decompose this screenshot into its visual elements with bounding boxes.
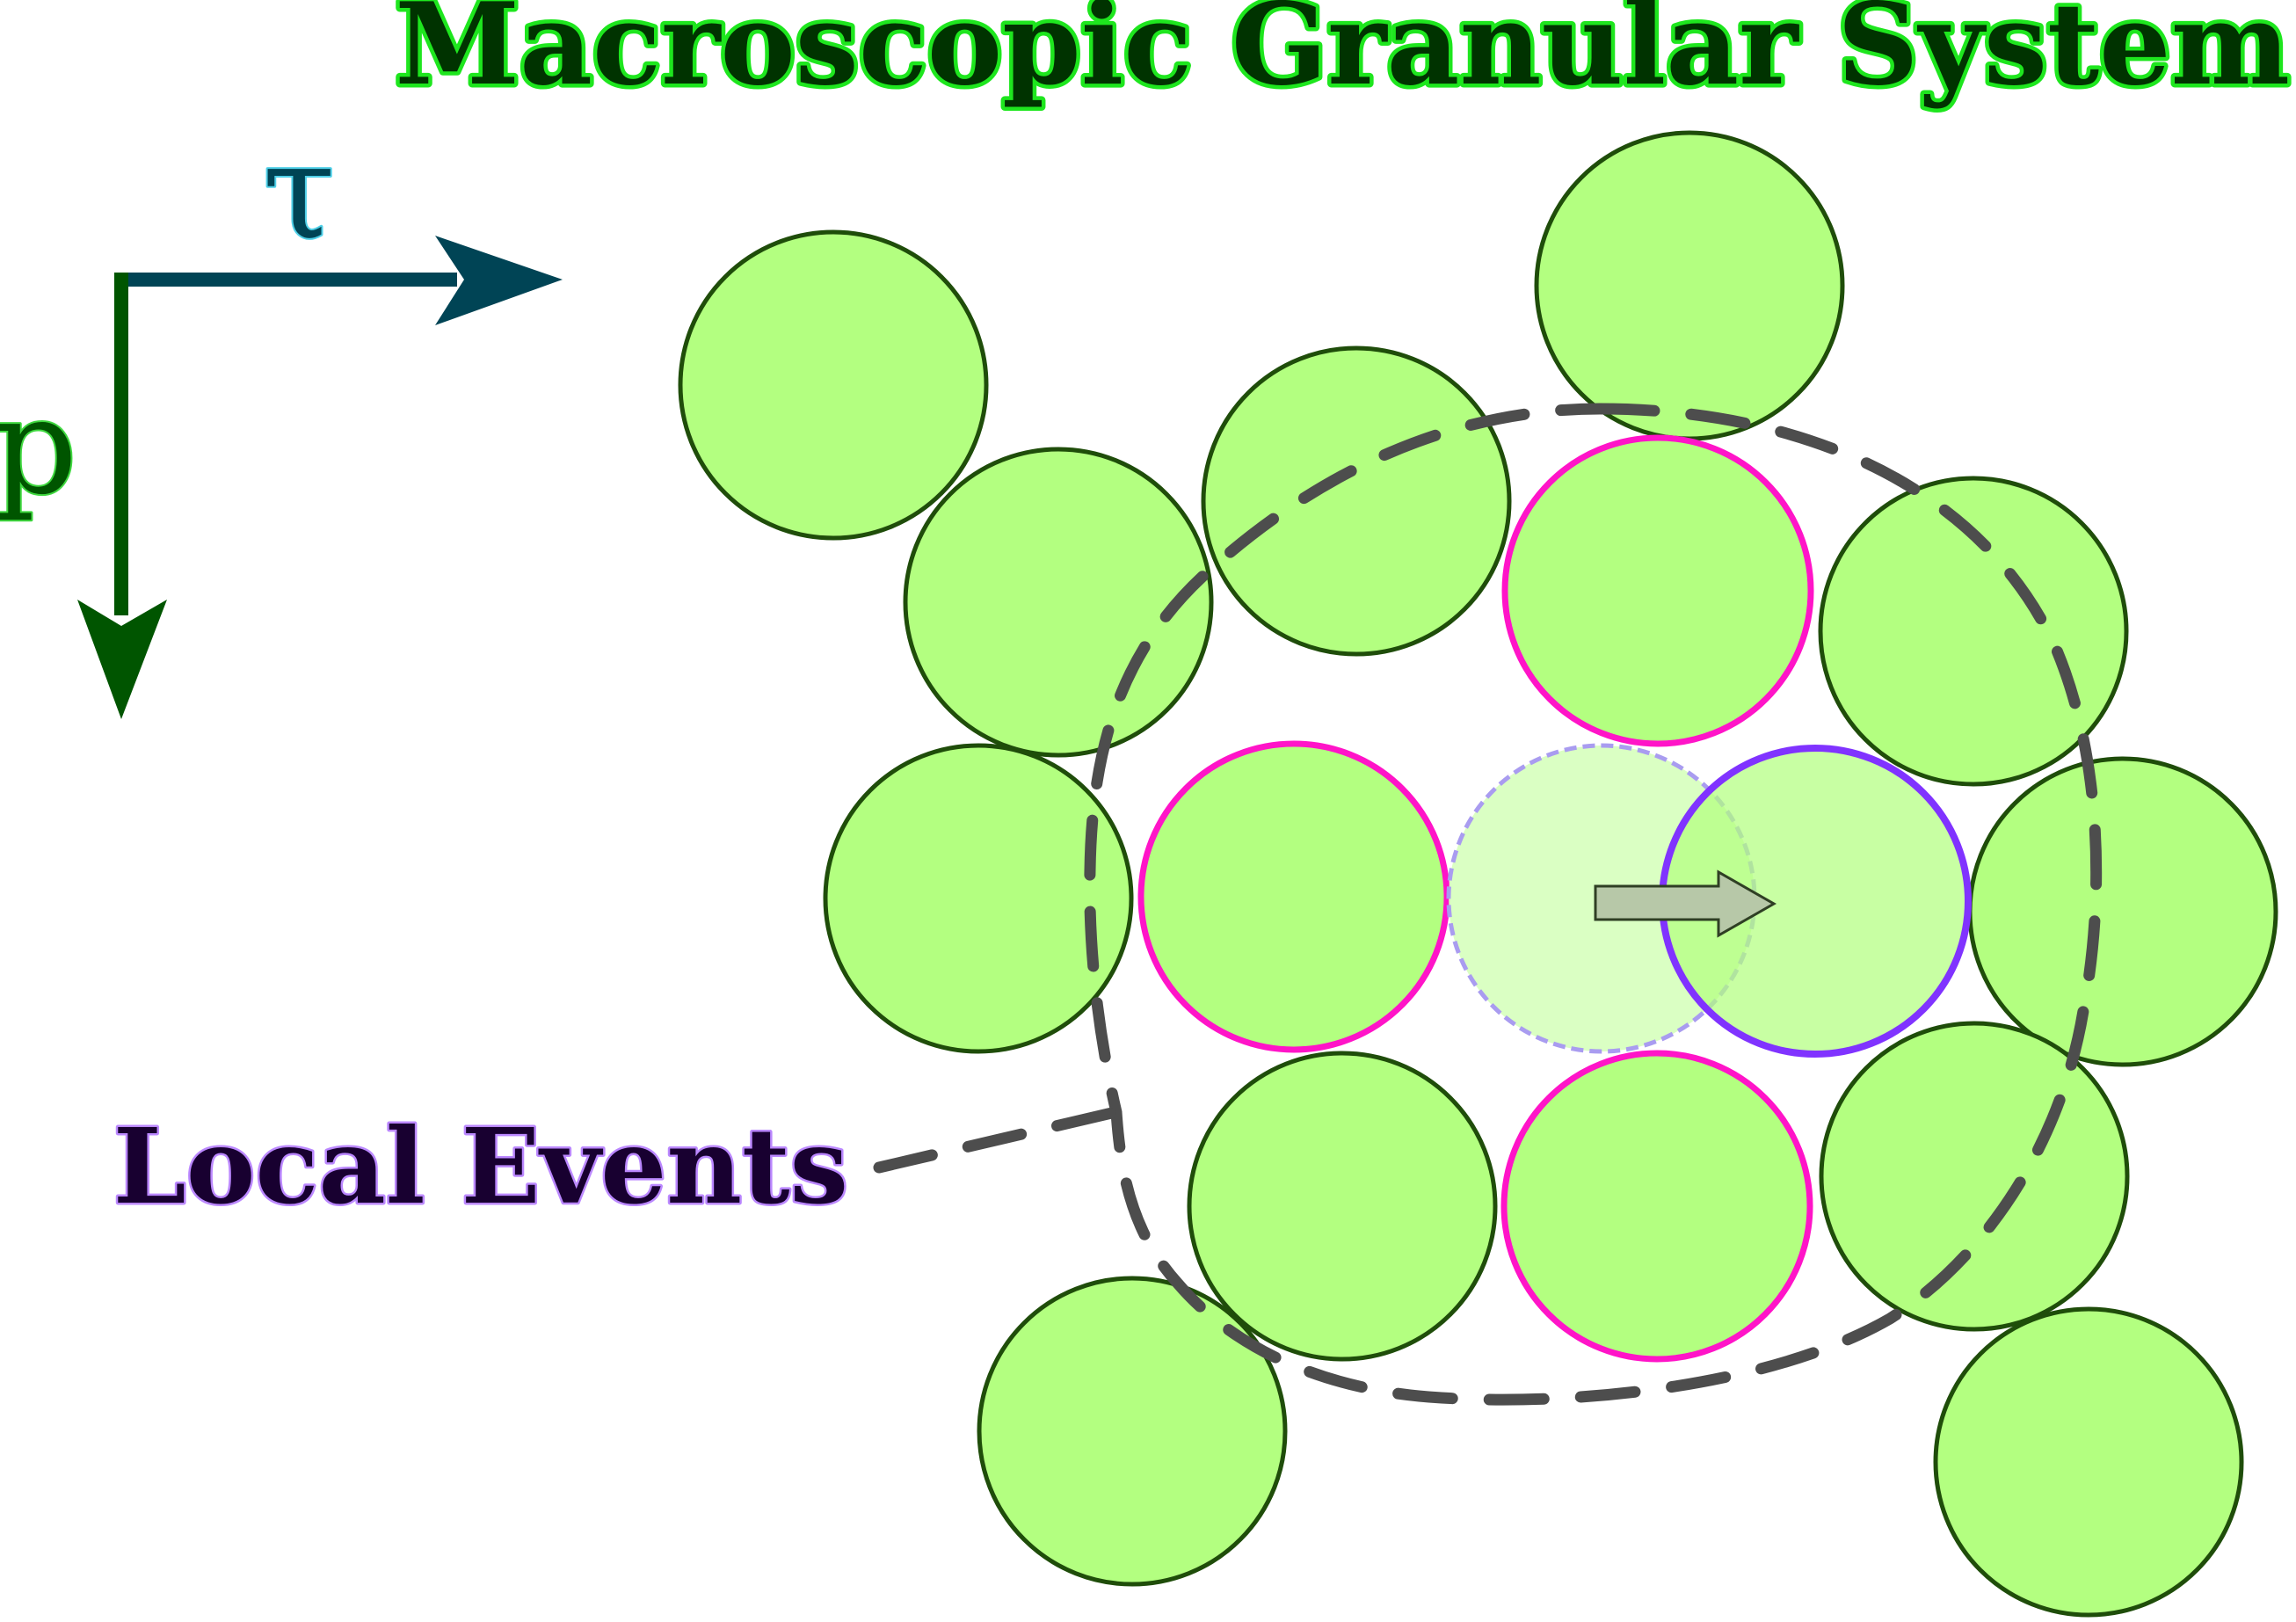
grain: [678, 229, 989, 541]
displacement-arrow: [1594, 869, 1777, 938]
grain: [1967, 756, 2278, 1067]
grain: [1534, 130, 1845, 441]
tau-axis-arrow-head: [435, 236, 563, 325]
axes-indicator: τ p: [0, 114, 563, 719]
p-axis-label: p: [0, 371, 77, 524]
p-axis-arrow-head: [77, 600, 167, 719]
grain: [823, 743, 1134, 1054]
highlighted-grain: [1500, 1050, 1813, 1363]
local-events-label: Local Events: [113, 1105, 848, 1227]
grain: [1818, 476, 2129, 787]
highlighted-grain: [1501, 434, 1814, 747]
grain: [977, 1276, 1288, 1587]
grain: [1819, 1021, 2130, 1332]
local-events-boundary: [1084, 403, 2103, 1406]
tau-axis-label: τ: [263, 116, 336, 269]
highlighted-grain: [1137, 740, 1450, 1053]
grain: [1187, 1051, 1498, 1362]
grain: [903, 447, 1214, 758]
local-events-leader-line: [873, 1103, 1133, 1174]
diagram-title: Macroscopic Granular System: [395, 0, 2290, 111]
grain-layer: [678, 130, 2278, 1618]
grain: [1933, 1306, 2244, 1618]
grain: [1201, 345, 1512, 657]
